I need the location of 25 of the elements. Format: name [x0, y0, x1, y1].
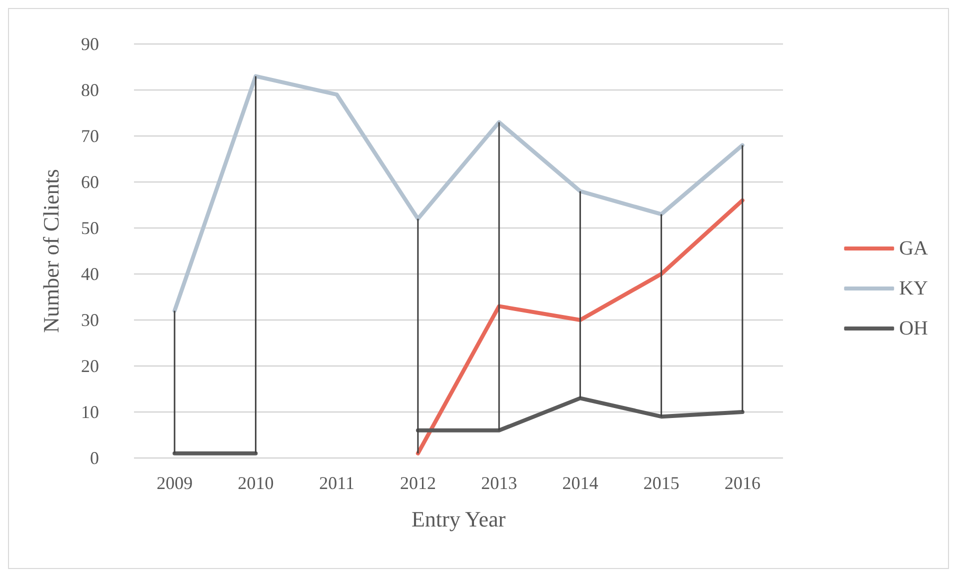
- y-tick-label: 10: [81, 402, 99, 422]
- line-series: [416, 198, 744, 456]
- y-tick-label: 80: [81, 80, 99, 100]
- x-axis-title: Entry Year: [411, 506, 506, 532]
- x-tick-label: 2012: [400, 473, 436, 493]
- y-tick-label: 40: [81, 264, 99, 284]
- x-tick-label: 2015: [643, 473, 680, 493]
- y-axis-title: Number of Clients: [38, 169, 64, 333]
- x-tick-label: 2010: [238, 473, 274, 493]
- y-tick-label: 0: [90, 448, 99, 468]
- y-tick-label: 30: [81, 310, 99, 330]
- y-tick-label: 70: [81, 126, 99, 146]
- y-tick-label: 90: [81, 34, 99, 54]
- x-tick-label: 2016: [724, 473, 760, 493]
- x-tick-label: 2009: [156, 473, 193, 493]
- y-tick-label: 20: [81, 356, 99, 376]
- line-series: [172, 74, 744, 313]
- y-tick-label: 60: [81, 172, 99, 192]
- legend-label: OH: [899, 318, 928, 340]
- x-tick-label: 2013: [481, 473, 518, 493]
- x-tick-label: 2011: [319, 473, 354, 493]
- x-tick-label: 2014: [562, 473, 598, 493]
- y-tick-label: 50: [81, 218, 99, 238]
- legend-label: KY: [899, 278, 928, 300]
- legend-label: GA: [899, 238, 929, 260]
